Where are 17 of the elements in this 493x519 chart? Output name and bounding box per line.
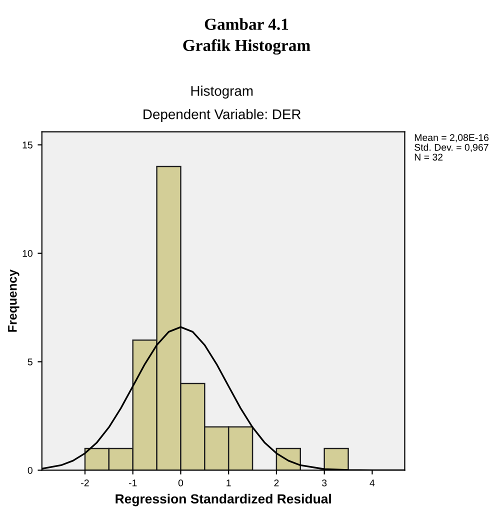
y-tick-label: 15: [22, 142, 32, 148]
x-tick-label: 1: [226, 480, 231, 486]
y-tick-label: 10: [22, 250, 32, 257]
x-axis-title: Regression Standardized Residual: [116, 494, 331, 506]
x-tick-label: -1: [128, 480, 137, 486]
x-tick-label: 4: [370, 480, 375, 486]
x-tick-label: 3: [322, 480, 327, 486]
chart-subtitle: Histogram: [191, 86, 253, 99]
text: Mean = 2,08E-16 Std. Dev. = 0,967 N = 32: [414, 134, 489, 161]
text: Dependent Variable: DER: [144, 109, 301, 122]
chart-title: Gambar 4.1 Grafik Histogram: [183, 18, 310, 55]
x-tick-label: -2: [81, 480, 89, 486]
x-tick-label: 2: [274, 480, 279, 486]
y-tick-label: 0: [28, 466, 32, 474]
y-tick-label: 5: [28, 358, 32, 366]
x-tick-label: 0: [178, 480, 184, 486]
y-axis-title: Frequency: [8, 269, 20, 332]
